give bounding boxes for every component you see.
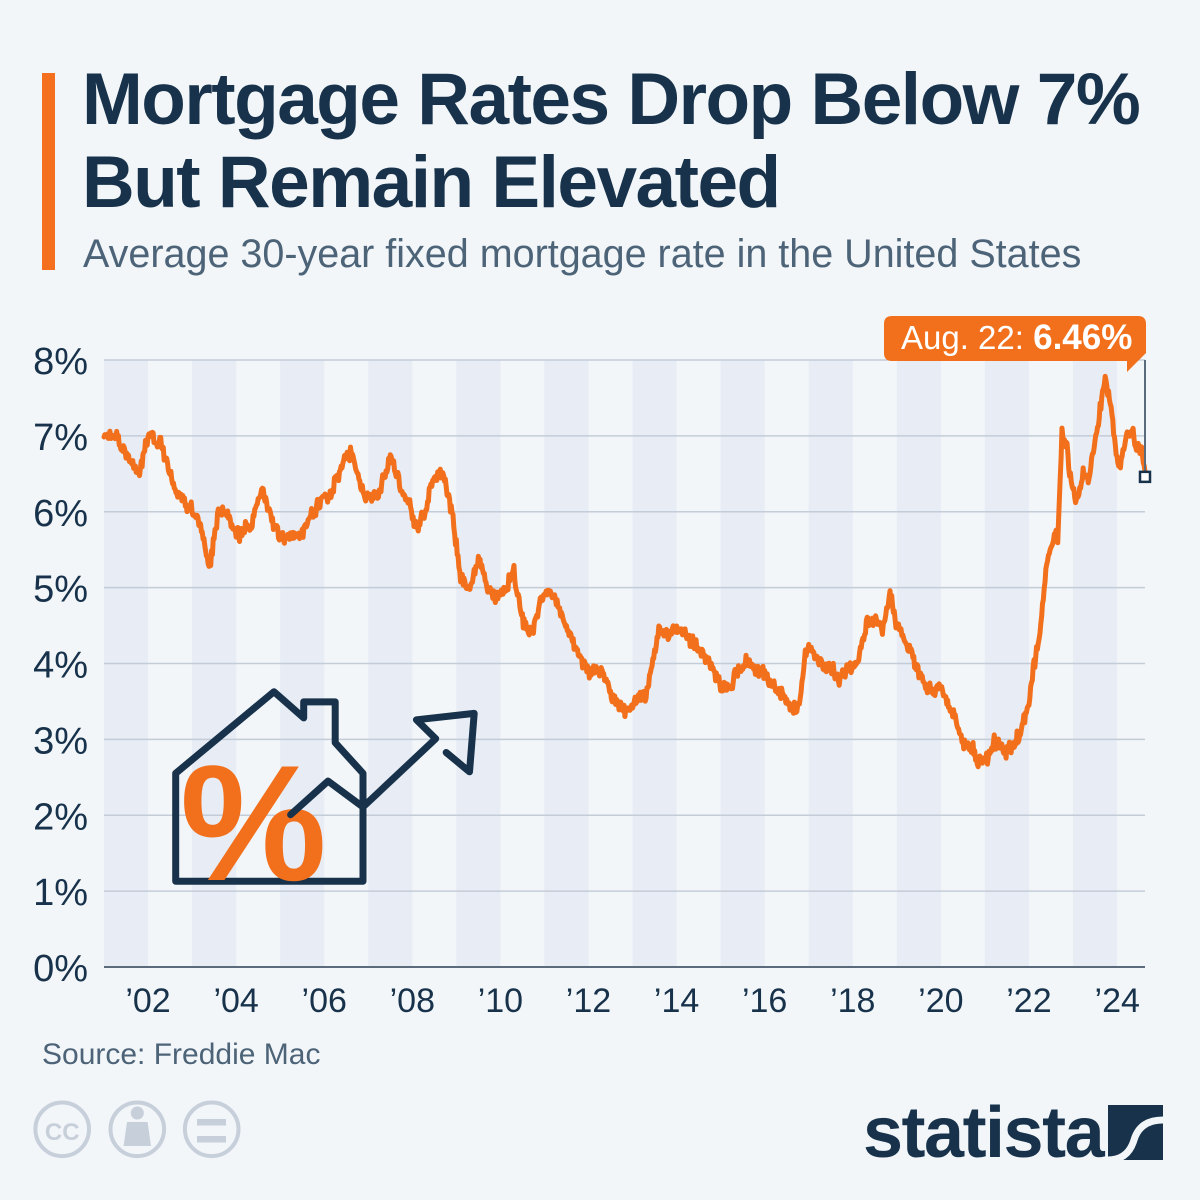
svg-text:4%: 4% xyxy=(33,645,88,687)
svg-text:’12: ’12 xyxy=(566,982,611,1020)
svg-text:’02: ’02 xyxy=(125,982,170,1020)
svg-text:6%: 6% xyxy=(33,493,88,535)
svg-text:’20: ’20 xyxy=(918,982,963,1020)
svg-text:’06: ’06 xyxy=(302,982,347,1020)
svg-text:0%: 0% xyxy=(33,948,88,990)
svg-text:8%: 8% xyxy=(33,341,88,383)
svg-text:’08: ’08 xyxy=(390,982,435,1020)
svg-text:’22: ’22 xyxy=(1006,982,1051,1020)
svg-text:’16: ’16 xyxy=(742,982,787,1020)
svg-text:7%: 7% xyxy=(33,417,88,459)
svg-text:’14: ’14 xyxy=(654,982,699,1020)
svg-text:2%: 2% xyxy=(33,796,88,838)
svg-text:5%: 5% xyxy=(33,569,88,611)
svg-text:’04: ’04 xyxy=(213,982,258,1020)
svg-text:’24: ’24 xyxy=(1095,982,1140,1020)
svg-text:%: % xyxy=(180,731,327,915)
svg-text:CC: CC xyxy=(45,1119,80,1146)
svg-text:1%: 1% xyxy=(33,872,88,914)
svg-text:’18: ’18 xyxy=(830,982,875,1020)
svg-text:Aug. 22: 6.46%: Aug. 22: 6.46% xyxy=(901,318,1132,357)
svg-text:3%: 3% xyxy=(33,720,88,762)
svg-text:’10: ’10 xyxy=(478,982,523,1020)
